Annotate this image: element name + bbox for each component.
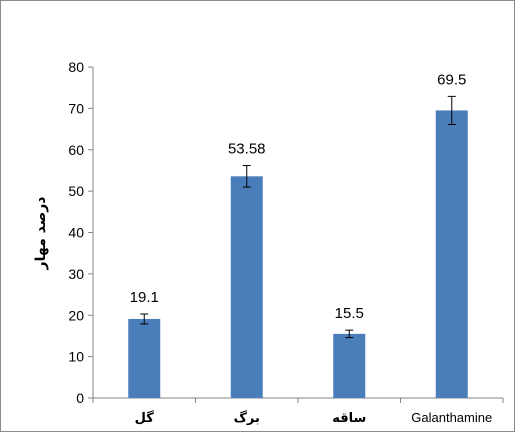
y-tick-label: 40 xyxy=(68,225,84,241)
y-tick-label: 70 xyxy=(68,100,84,116)
x-category-label: گل xyxy=(135,410,155,426)
x-category-label: برگ xyxy=(234,409,260,426)
y-tick-label: 60 xyxy=(68,142,84,158)
x-axis: گل برگ ساقه Galanthamine xyxy=(92,397,504,426)
y-tick-label: 30 xyxy=(68,266,84,282)
y-tick-label: 10 xyxy=(68,349,84,365)
y-tick-label: 20 xyxy=(68,307,84,323)
bar xyxy=(333,333,366,398)
y-tick-label: 0 xyxy=(76,390,84,406)
bar xyxy=(230,176,263,398)
data-label: 15.5 xyxy=(335,305,364,322)
bar xyxy=(435,110,468,398)
y-axis-title: درصد مهار xyxy=(33,197,49,271)
data-labels: 19.1 53.58 15.5 69.5 xyxy=(130,71,467,322)
data-label: 19.1 xyxy=(130,289,159,306)
y-tick-label: 50 xyxy=(68,183,84,199)
error-bars xyxy=(140,95,456,339)
y-axis: 0 10 20 30 40 50 60 70 80 xyxy=(68,59,94,406)
bar xyxy=(128,318,161,398)
x-category-label: ساقه xyxy=(332,411,366,426)
data-label: 69.5 xyxy=(437,71,466,88)
data-label: 53.58 xyxy=(228,141,266,158)
y-tick-label: 80 xyxy=(68,59,84,75)
x-category-label: Galanthamine xyxy=(411,410,492,425)
bars xyxy=(128,110,468,398)
